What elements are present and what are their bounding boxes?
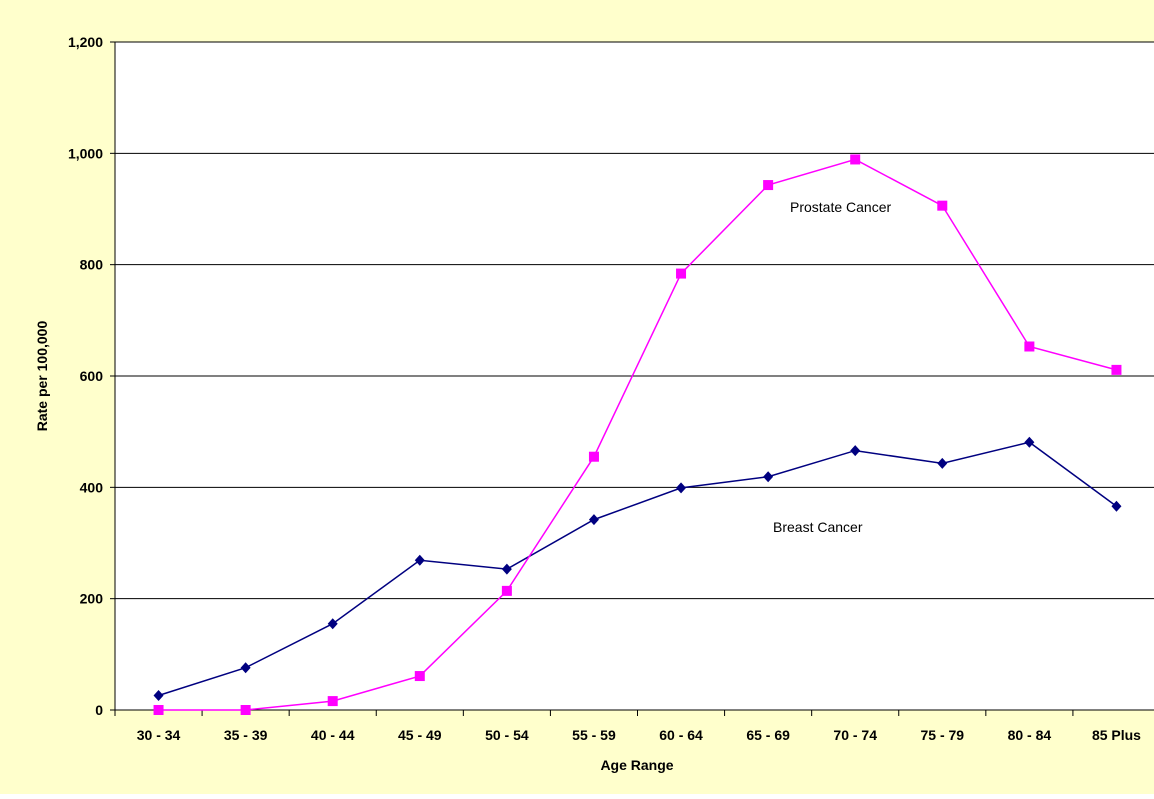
x-tick-label: 65 - 69 — [746, 727, 790, 743]
data-point — [327, 618, 338, 630]
series-breast-cancer — [153, 436, 1122, 702]
data-point — [850, 154, 861, 165]
x-axis-title: Age Range — [600, 757, 673, 773]
data-point — [1111, 500, 1122, 512]
data-point — [327, 696, 338, 707]
series-line — [158, 441, 1117, 697]
data-point — [676, 268, 687, 279]
x-tick-label: 85 Plus — [1092, 727, 1141, 743]
data-point — [1024, 436, 1035, 448]
data-point — [501, 585, 512, 596]
y-axis-title: Rate per 100,000 — [34, 321, 50, 432]
data-point — [153, 690, 164, 702]
x-tick-label: 80 - 84 — [1008, 727, 1052, 743]
data-point — [414, 671, 425, 682]
data-point — [153, 705, 164, 715]
x-tick-label: 40 - 44 — [311, 727, 355, 743]
series-line — [158, 158, 1117, 711]
y-tick-label: 1,000 — [68, 145, 103, 161]
data-point — [1111, 364, 1122, 375]
data-point — [850, 445, 861, 457]
series-label-prostate: Prostate Cancer — [790, 199, 891, 215]
series-label-breast: Breast Cancer — [773, 519, 863, 535]
y-tick-labels: 0 200 400 600 800 1,000 1,200 — [68, 34, 103, 718]
x-tick-label: 30 - 34 — [137, 727, 181, 743]
data-point — [240, 705, 251, 715]
data-point — [588, 514, 599, 526]
data-point — [763, 471, 774, 483]
y-tick-label: 800 — [80, 257, 104, 273]
y-tick-label: 1,200 — [68, 34, 103, 50]
data-point — [937, 200, 948, 211]
x-tick-label: 55 - 59 — [572, 727, 616, 743]
data-point — [763, 180, 774, 191]
data-point — [414, 554, 425, 566]
x-tick-label: 70 - 74 — [833, 727, 877, 743]
data-point — [937, 457, 948, 469]
data-point — [676, 482, 687, 494]
y-tick-label: 400 — [80, 479, 104, 495]
y-tick-label: 200 — [80, 591, 104, 607]
x-tick-label: 45 - 49 — [398, 727, 442, 743]
y-tick-label: 600 — [80, 368, 104, 384]
series-layer — [153, 154, 1122, 715]
axes — [110, 41, 1154, 716]
data-point — [588, 451, 599, 462]
gridlines — [115, 41, 1154, 600]
x-tick-labels: 30 - 34 35 - 39 40 - 44 45 - 49 50 - 54 55 - … — [137, 727, 1141, 743]
data-point — [240, 662, 251, 674]
x-tick-label: 50 - 54 — [485, 727, 529, 743]
data-point — [1024, 341, 1035, 352]
x-tick-label: 75 - 79 — [920, 727, 964, 743]
data-point — [501, 563, 512, 575]
y-tick-label: 0 — [95, 702, 103, 718]
x-tick-label: 60 - 64 — [659, 727, 703, 743]
series-prostate-cancer — [153, 154, 1122, 715]
x-tick-label: 35 - 39 — [224, 727, 268, 743]
